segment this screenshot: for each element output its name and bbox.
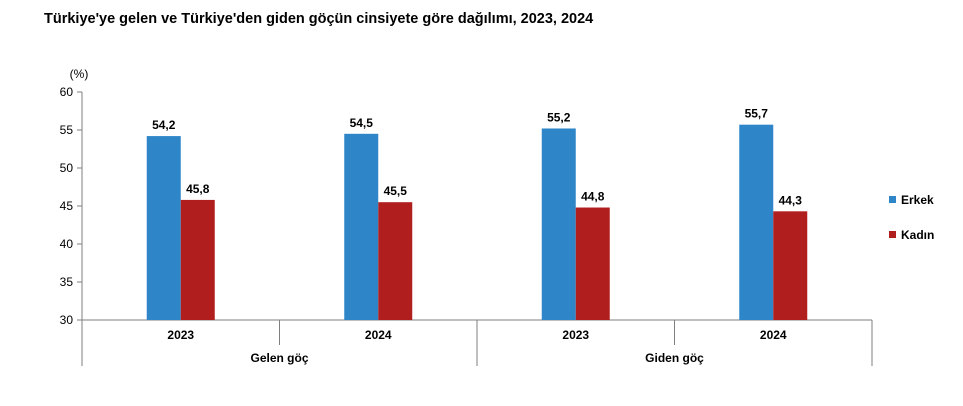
y-axis-unit: (%) [70, 67, 89, 81]
y-tick-label: 55 [60, 123, 74, 137]
data-label: 44,8 [581, 190, 605, 204]
x-category-label: 2024 [760, 328, 787, 342]
legend-swatch-erkek [889, 196, 896, 203]
data-label: 55,7 [745, 107, 769, 121]
bar-kadın [180, 199, 215, 320]
data-label: 54,2 [152, 118, 176, 132]
bar-erkek [146, 136, 181, 320]
bar-kadın [773, 211, 808, 320]
legend-label: Kadın [901, 228, 934, 242]
y-tick-label: 45 [60, 199, 74, 213]
x-category-label: 2023 [167, 328, 194, 342]
bar-erkek [344, 133, 379, 320]
y-tick-label: 30 [60, 313, 74, 327]
y-tick-label: 50 [60, 161, 74, 175]
data-label: 45,5 [384, 184, 408, 198]
legend-swatch-kadın [889, 231, 896, 238]
data-label: 44,3 [779, 193, 803, 207]
y-tick-label: 35 [60, 275, 74, 289]
bar-kadın [378, 202, 413, 320]
chart-title: Türkiye'ye gelen ve Türkiye'den giden gö… [44, 11, 594, 27]
legend-label: Erkek [901, 193, 934, 207]
bar-erkek [541, 128, 576, 320]
y-tick-label: 60 [60, 85, 74, 99]
x-category-label: 2024 [365, 328, 392, 342]
bar-kadın [575, 207, 610, 320]
x-group-label: Giden göç [645, 351, 704, 365]
x-category-label: 2023 [562, 328, 589, 342]
data-label: 54,5 [350, 116, 374, 130]
data-label: 55,2 [547, 110, 571, 124]
y-tick-label: 40 [60, 237, 74, 251]
bar-erkek [739, 124, 774, 321]
data-label: 45,8 [186, 182, 210, 196]
x-group-label: Gelen göç [250, 351, 308, 365]
